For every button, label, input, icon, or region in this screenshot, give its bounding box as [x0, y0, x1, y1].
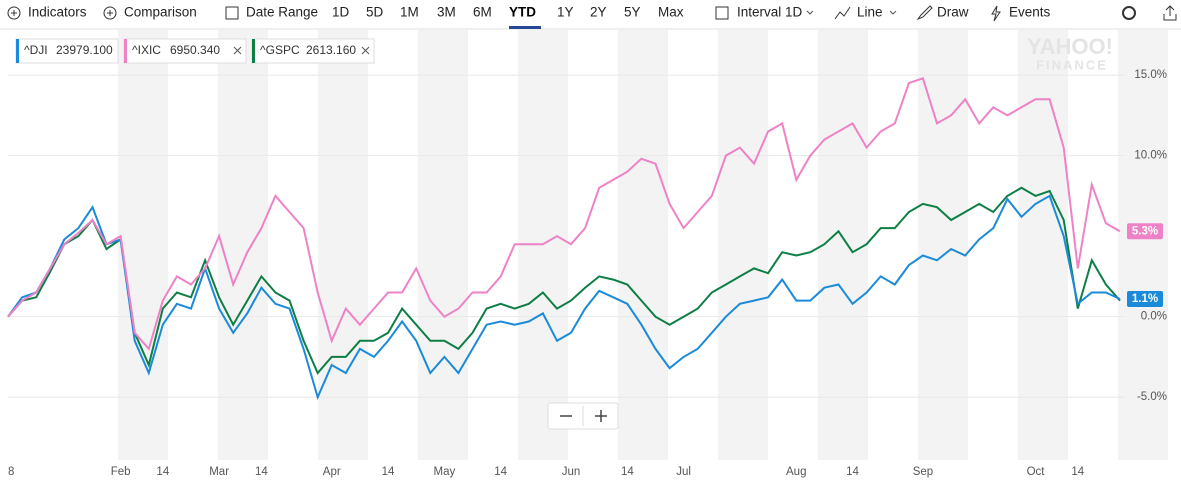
selected-underline: [509, 26, 541, 29]
x-tick-label: 14: [255, 466, 268, 478]
y-tick-label: 0.0%: [1141, 311, 1167, 323]
x-tick-label: Feb: [111, 466, 131, 478]
icon: [11, 10, 17, 16]
x-tick-label: Jun: [562, 466, 581, 478]
legend-color: [252, 39, 255, 63]
legend-box[interactable]: [251, 38, 375, 64]
y-tick-label: 10.0%: [1134, 150, 1167, 162]
x-tick-label: Apr: [323, 466, 341, 478]
icon: [7, 6, 21, 20]
toolbar-item[interactable]: Indicators: [28, 5, 87, 20]
bands: [118, 30, 1168, 460]
toolbar-item[interactable]: Draw: [937, 5, 969, 20]
x-tick-label: 14: [846, 466, 859, 478]
legend-box[interactable]: [15, 38, 119, 64]
icon: [103, 6, 117, 20]
band: [1118, 30, 1168, 460]
legend-name: ^DJI: [24, 43, 48, 57]
toolbar-item[interactable]: Interval 1D: [737, 5, 803, 20]
watermark: YAHOO!: [1027, 34, 1113, 59]
settings[interactable]: [1122, 6, 1136, 20]
band: [718, 30, 768, 460]
x-tick-label: 14: [1071, 466, 1084, 478]
x-tick-label: Mar: [209, 466, 229, 478]
toolbar-item[interactable]: YTD: [509, 5, 536, 20]
legend-color: [124, 39, 127, 63]
toolbar-item[interactable]: Events: [1009, 5, 1051, 20]
x-tick-label: Aug: [786, 466, 806, 478]
y-tick-label: 15.0%: [1134, 69, 1167, 81]
band: [218, 30, 268, 460]
legend-remove[interactable]: [361, 46, 370, 55]
x-tick-label: 14: [156, 466, 169, 478]
toolbar-item[interactable]: 1Y: [557, 5, 574, 20]
legend-box[interactable]: [123, 38, 247, 64]
legend-name: ^IXIC: [132, 43, 161, 57]
icon: [806, 10, 897, 15]
toolbar-item[interactable]: 5D: [366, 5, 384, 20]
toolbar-item[interactable]: Date Range: [246, 5, 318, 20]
toolbar-item[interactable]: 5Y: [624, 5, 641, 20]
band: [118, 30, 168, 460]
icon: [991, 5, 1001, 22]
icon: [107, 10, 113, 16]
band: [318, 30, 368, 460]
x-tick-label: 8: [8, 466, 14, 478]
toolbar-item[interactable]: 6M: [473, 5, 492, 20]
band: [918, 30, 968, 460]
band: [418, 30, 468, 460]
series-line: [7, 186, 1121, 375]
legend-quote: 6950.340: [170, 43, 220, 57]
series-line: [7, 194, 1121, 401]
share[interactable]: [1163, 5, 1177, 21]
y-tick-label: -5.0%: [1137, 391, 1167, 403]
band: [818, 30, 868, 460]
x-tick-label: 14: [494, 466, 507, 478]
end-label: 5.3%: [1132, 225, 1158, 237]
toolbar: Indicators Comparison Date Range 1D 5D 1M 3M 6M…: [7, 5, 1177, 29]
toolbar-item[interactable]: Comparison: [124, 5, 197, 20]
x-tick-label: 14: [382, 466, 395, 478]
end-label: 1.1%: [1132, 293, 1158, 305]
x-tick-label: May: [433, 466, 455, 478]
icon: [834, 6, 851, 20]
zoom-controls: [547, 402, 619, 430]
icon: [225, 6, 239, 20]
legend-name: ^GSPC: [260, 43, 300, 57]
legend-remove[interactable]: [233, 46, 242, 55]
toolbar-item[interactable]: 2Y: [590, 5, 607, 20]
icon: [916, 5, 933, 21]
toolbar-item[interactable]: Max: [658, 5, 684, 20]
legend-quote: 2613.160: [306, 43, 356, 57]
toolbar-item[interactable]: 1M: [400, 5, 419, 20]
end-label-box: [1127, 290, 1163, 307]
legend-color: [16, 39, 19, 63]
watermark: FINANCE: [1036, 57, 1108, 72]
legend-quote: 23979.100: [56, 43, 113, 57]
band: [618, 30, 668, 460]
x-tick-label: Sep: [913, 466, 933, 478]
x-tick-label: Oct: [1027, 466, 1046, 478]
series-line: [7, 77, 1121, 351]
toolbar-item[interactable]: Line: [857, 5, 883, 20]
toolbar-item[interactable]: 3M: [437, 5, 456, 20]
toolbar-item[interactable]: 1D: [332, 5, 350, 20]
x-tick-label: 14: [621, 466, 634, 478]
x-tick-label: Jul: [676, 466, 691, 478]
end-label-box: [1127, 223, 1163, 240]
band: [1018, 30, 1068, 460]
icon: [715, 6, 729, 20]
